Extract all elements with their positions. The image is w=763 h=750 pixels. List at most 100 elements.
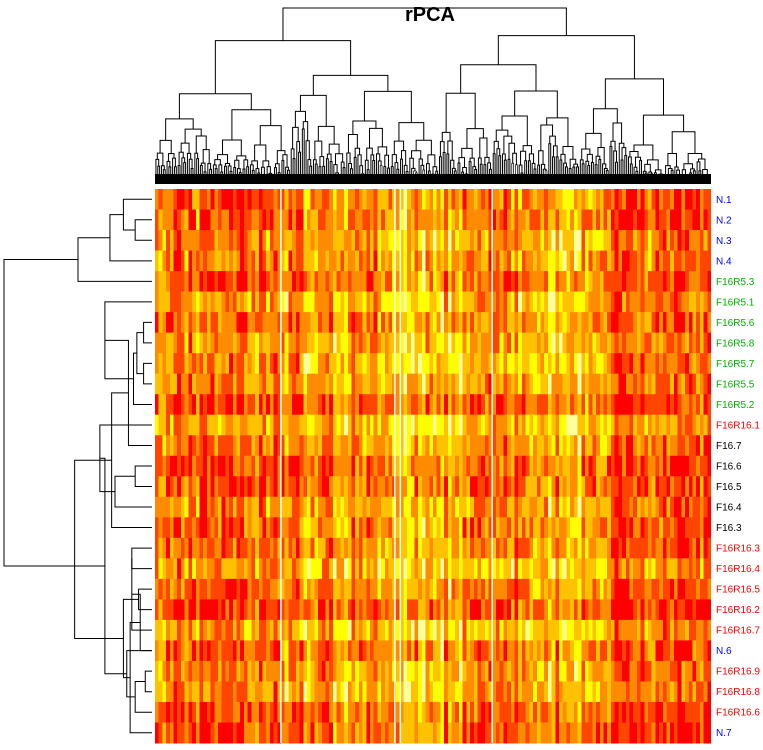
column-gap-1 — [394, 189, 396, 743]
column-dendrogram-link — [366, 147, 373, 161]
column-dendrogram-link — [484, 156, 490, 165]
heatmap-row-F16R5.1 — [155, 291, 711, 313]
column-gap-3 — [491, 189, 493, 743]
column-dendrogram-link — [363, 90, 412, 123]
column-dendrogram-link — [592, 108, 618, 134]
row-label: F16R16.9 — [716, 667, 760, 678]
row-dendrogram-link — [114, 475, 152, 508]
row-dendrogram-link — [126, 650, 152, 698]
heatmap-row-F16.4 — [155, 496, 711, 518]
row-dendrogram-link — [134, 219, 152, 241]
heatmap-row-F16R5.5 — [155, 373, 711, 395]
column-dendrogram-link — [479, 137, 488, 158]
row-label: N.7 — [716, 728, 732, 739]
row-label: F16R16.6 — [716, 708, 760, 719]
column-gap-2 — [399, 189, 402, 743]
row-dendrogram — [3, 198, 152, 734]
heatmap-row-N.4 — [155, 250, 711, 272]
column-dendrogram-link — [647, 159, 659, 170]
heatmap-row-F16.5 — [155, 476, 711, 498]
heatmap-row-N.2 — [155, 209, 711, 231]
column-dendrogram-link — [312, 74, 389, 96]
row-label: F16R5.7 — [716, 359, 755, 370]
row-dendrogram-link — [99, 424, 152, 493]
row-dendrogram-link — [144, 670, 152, 693]
column-dendrogram-link — [347, 134, 358, 154]
column-dendrogram-link — [159, 139, 172, 154]
heatmap-row-F16.3 — [155, 517, 711, 539]
heatmap-row-F16R5.8 — [155, 332, 711, 354]
row-label: F16.5 — [716, 482, 742, 493]
heatmap-row-F16R16.4 — [155, 558, 711, 580]
row-dendrogram-link — [143, 362, 152, 385]
row-label: F16.3 — [716, 523, 742, 534]
heatmap-row-F16R16.9 — [155, 660, 711, 682]
row-label: F16R16.2 — [716, 605, 760, 616]
row-dendrogram-link — [77, 237, 152, 282]
row-label: F16R5.5 — [716, 379, 755, 390]
row-label: F16.6 — [716, 462, 742, 473]
column-dendrogram-link — [319, 156, 325, 167]
row-label: F16R5.1 — [716, 297, 755, 308]
heatmap-row-N.1 — [155, 189, 711, 211]
column-dendrogram-link — [667, 153, 677, 168]
row-dendrogram-link — [134, 465, 152, 488]
row-label: F16R16.5 — [716, 585, 760, 596]
column-dendrogram-link — [214, 40, 352, 94]
row-label: F16R5.2 — [716, 400, 755, 411]
row-dendrogram-link — [136, 332, 144, 375]
heatmap-row-F16R5.2 — [155, 394, 711, 416]
heatmap-row-F16.7 — [155, 435, 711, 457]
heatmap-row-N.6 — [155, 640, 711, 662]
column-dendrogram-link — [629, 150, 639, 158]
row-dendrogram-link — [104, 301, 152, 380]
row-label: N.1 — [716, 195, 732, 206]
heatmap-row-F16R16.8 — [155, 681, 711, 703]
column-dendrogram-link — [612, 122, 623, 144]
heatmap-row-F16R16.5 — [155, 578, 711, 600]
row-label: F16R5.8 — [716, 338, 755, 349]
column-dendrogram-link — [508, 142, 516, 160]
heatmap-row-F16R16.6 — [155, 701, 711, 723]
row-dendrogram-link — [74, 459, 124, 639]
heatmap-row-F16R16.3 — [155, 537, 711, 559]
row-label: F16R16.3 — [716, 544, 760, 555]
column-dendrogram-link — [461, 147, 473, 159]
column-dendrogram-link — [178, 93, 252, 119]
row-dendrogram-link — [131, 558, 152, 631]
column-dendrogram-link — [585, 132, 602, 149]
column-dendrogram-link — [292, 126, 299, 149]
row-label: F16R16.8 — [716, 687, 760, 698]
column-dendrogram-link — [497, 35, 635, 79]
column-dendrogram — [155, 7, 711, 184]
column-dendrogram-link — [217, 154, 229, 164]
heatmap-row-F16R5.7 — [155, 353, 711, 375]
heatmap-row-F16R16.1 — [155, 414, 711, 436]
row-label: N.3 — [716, 236, 732, 247]
column-dendrogram-link — [282, 7, 567, 41]
column-dendrogram-link — [259, 125, 282, 151]
column-dendrogram-link — [352, 120, 377, 135]
row-label: F16R5.3 — [716, 277, 755, 288]
row-dendrogram-link — [133, 352, 152, 405]
column-dendrogram-link — [671, 131, 696, 154]
column-dendrogram-link — [604, 78, 664, 116]
row-label: F16.7 — [716, 441, 742, 452]
column-dendrogram-link — [354, 147, 361, 158]
column-dendrogram-link — [214, 159, 221, 165]
row-label: F16.4 — [716, 503, 742, 514]
row-label: N.2 — [716, 215, 732, 226]
row-dendrogram-link — [109, 214, 152, 262]
column-dendrogram-link — [460, 64, 537, 94]
column-dendrogram-link — [415, 139, 432, 155]
heatmap-row-F16.6 — [155, 455, 711, 477]
row-dendrogram-link — [122, 198, 152, 231]
column-dendrogram-link — [398, 122, 425, 142]
heatmap-cells — [155, 189, 711, 744]
column-dendrogram-link — [222, 139, 242, 156]
column-dendrogram-link — [178, 151, 184, 166]
heatmap-row-F16R5.3 — [155, 271, 711, 293]
column-dendrogram-link — [294, 110, 306, 128]
row-dendrogram-link — [143, 321, 152, 344]
